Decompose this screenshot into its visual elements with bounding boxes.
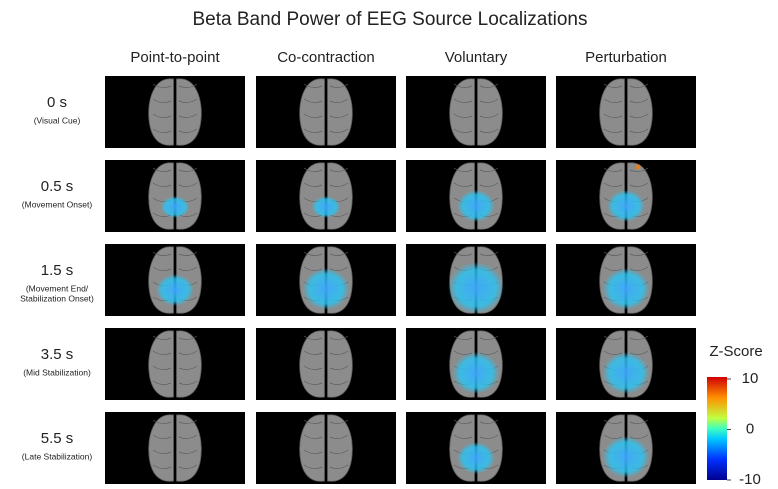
panel-background — [256, 328, 396, 400]
brain-panel — [256, 328, 396, 400]
figure-title: Beta Band Power of EEG Source Localizati… — [192, 9, 587, 30]
activation — [161, 196, 190, 218]
brain-panel — [105, 244, 245, 316]
brain-panel — [556, 244, 696, 316]
brain-panel — [406, 412, 546, 484]
colorbar-tick-label: 10 — [742, 370, 759, 387]
brain-panel — [556, 160, 696, 232]
activation — [303, 268, 350, 310]
brain-panel — [406, 328, 546, 400]
colorbar-title: Z-Score — [709, 343, 762, 360]
brain-panel — [256, 160, 396, 232]
colorbar — [707, 377, 727, 480]
column-header: Co-contraction — [277, 49, 375, 66]
column-header: Point-to-point — [130, 49, 220, 66]
row-sublabel: (Movement Onset) — [22, 199, 93, 209]
row-label: 0.5 s — [41, 178, 74, 195]
row-sublabel: (Visual Cue) — [34, 115, 81, 125]
brain-panel — [105, 328, 245, 400]
row-sublabel: (Movement End/ — [26, 283, 89, 293]
panel-background — [256, 412, 396, 484]
activation — [457, 442, 495, 474]
brain-panel — [256, 76, 396, 148]
panel-background — [105, 328, 245, 400]
row-label: 3.5 s — [41, 346, 74, 363]
row-sublabel: Stabilization Onset) — [20, 293, 94, 303]
panel-background — [256, 76, 396, 148]
brain-panel — [556, 76, 696, 148]
activation — [156, 274, 194, 306]
row-label: 0 s — [47, 94, 67, 111]
figure: Beta Band Power of EEG Source Localizati… — [0, 0, 778, 489]
activation — [603, 436, 650, 478]
panel-background — [105, 76, 245, 148]
colorbar-tick-label: -10 — [739, 471, 761, 488]
activation — [457, 190, 495, 222]
brain-panel — [406, 160, 546, 232]
column-header: Perturbation — [585, 49, 667, 66]
brain-panel — [105, 412, 245, 484]
brain-panel — [556, 328, 696, 400]
brain-panel — [406, 244, 546, 316]
brain-panel — [256, 412, 396, 484]
brain-panel — [105, 160, 245, 232]
row-sublabel: (Mid Stabilization) — [23, 367, 91, 377]
row-label: 5.5 s — [41, 430, 74, 447]
brain-panel — [406, 76, 546, 148]
activation — [636, 165, 641, 170]
activation — [603, 268, 650, 310]
panel-grid — [105, 76, 696, 484]
activation — [453, 352, 500, 394]
panel-background — [105, 412, 245, 484]
activation — [603, 352, 650, 394]
column-header: Voluntary — [445, 49, 508, 66]
brain-panel — [256, 244, 396, 316]
activation — [448, 262, 504, 314]
activation — [607, 190, 645, 222]
brain-panel — [105, 76, 245, 148]
row-sublabel: (Late Stabilization) — [22, 451, 93, 461]
colorbar-tick-label: 0 — [746, 420, 754, 437]
activation — [312, 196, 341, 218]
row-label: 1.5 s — [41, 262, 74, 279]
panel-background — [556, 76, 696, 148]
panel-background — [406, 76, 546, 148]
brain-panel — [556, 412, 696, 484]
